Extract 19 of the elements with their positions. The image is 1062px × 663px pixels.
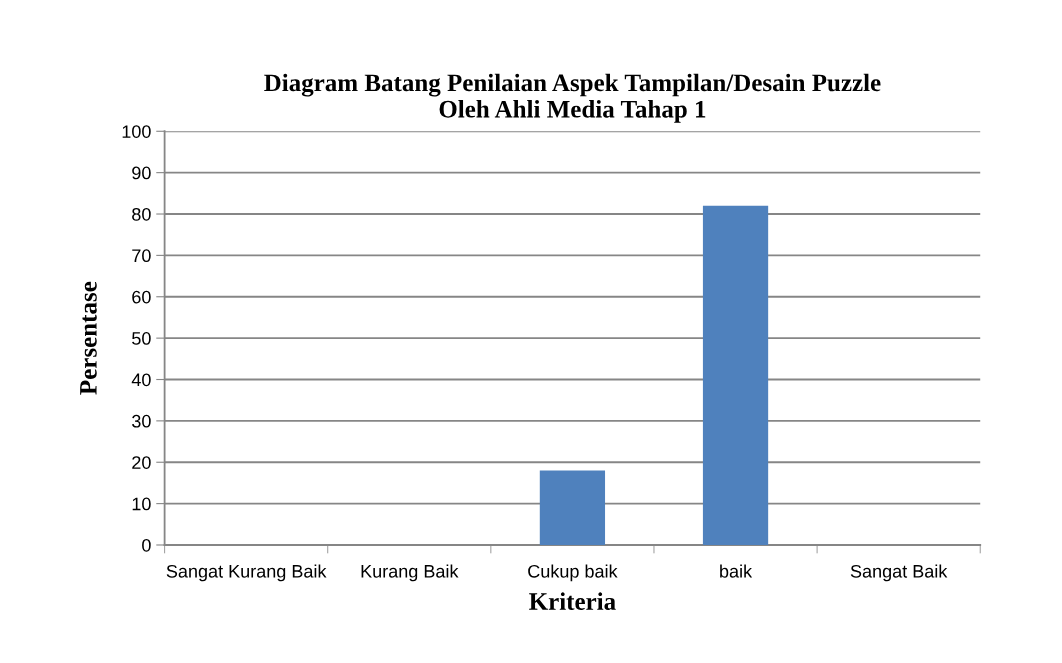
- y-tick-label: 40: [131, 373, 151, 387]
- y-tick-label: 90: [132, 166, 151, 180]
- y-tick-label: 80: [132, 207, 151, 221]
- x-tick-label: Cukup baik: [528, 564, 618, 582]
- y-tick-label: 60: [132, 290, 151, 304]
- y-tick-label: 10: [132, 497, 151, 511]
- x-axis-title: Kriteria: [529, 592, 616, 610]
- y-tick-label: 100: [122, 125, 151, 138]
- y-tick-label: 30: [132, 414, 151, 428]
- x-tick-label: baik: [720, 564, 753, 578]
- y-tick-label: 50: [132, 332, 151, 345]
- x-tick-label: Kurang Baik: [361, 564, 459, 582]
- chart-title: Diagram Batang Penilaian Aspek Tampilan/Desain Puzzle Oleh Ahli Media Tahap 1: [264, 73, 881, 123]
- y-axis-title: Persentase: [80, 281, 97, 395]
- x-tick-label: Sangat Kurang Baik: [166, 564, 327, 582]
- y-tick-label: 20: [132, 456, 151, 469]
- y-tick-label: 0: [142, 538, 151, 552]
- y-tick-label: 70: [132, 249, 151, 263]
- x-tick-label: Sangat Baik: [850, 564, 948, 582]
